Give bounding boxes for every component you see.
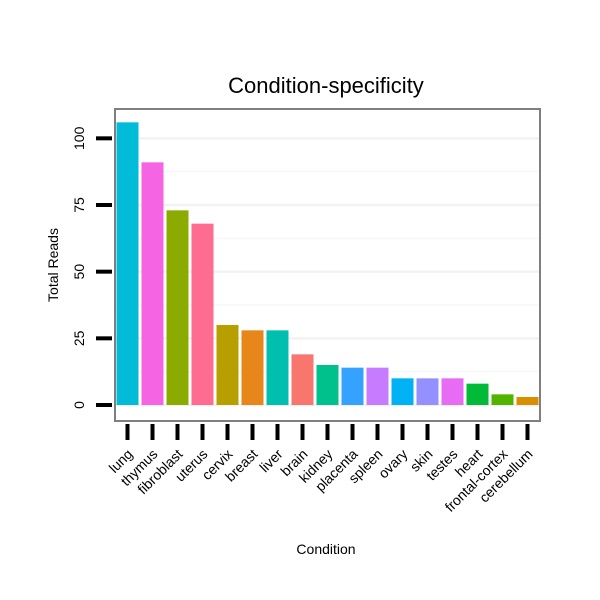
bar-kidney [316, 365, 339, 405]
bar-placenta [341, 367, 364, 405]
y-tick-label: 100 [71, 126, 87, 150]
bar-fibroblast [166, 210, 189, 405]
bar-cerebellum [516, 397, 539, 405]
bar-liver [266, 330, 289, 405]
y-axis-label: Total Reads [45, 228, 61, 302]
bar-ovary [391, 378, 414, 405]
bar-heart [466, 383, 489, 405]
x-tick-label-ovary: ovary [375, 446, 411, 482]
plot-panel-border [114, 108, 541, 422]
y-tick-label: 25 [71, 330, 87, 346]
bar-skin [416, 378, 439, 405]
bar-uterus [191, 223, 214, 405]
bar-breast [241, 330, 264, 405]
x-axis-label: Condition [296, 541, 355, 557]
bar-spleen [366, 367, 389, 405]
chart-title: Condition-specificity [228, 73, 424, 98]
x-axis: lungthymusfibroblastuteruscervixbreastli… [106, 424, 536, 515]
y-tick-label: 50 [71, 264, 87, 280]
bar-cervix [216, 325, 239, 405]
y-tick-label: 0 [71, 401, 87, 409]
bar-thymus [141, 162, 164, 405]
bar-lung [116, 122, 139, 405]
bar-testes [441, 378, 464, 405]
bar-frontal-cortex [491, 394, 514, 405]
bars [116, 122, 539, 405]
bar-brain [291, 354, 314, 405]
y-axis: 0 25 50 75 100 [71, 126, 112, 409]
y-tick-label: 75 [71, 197, 87, 213]
